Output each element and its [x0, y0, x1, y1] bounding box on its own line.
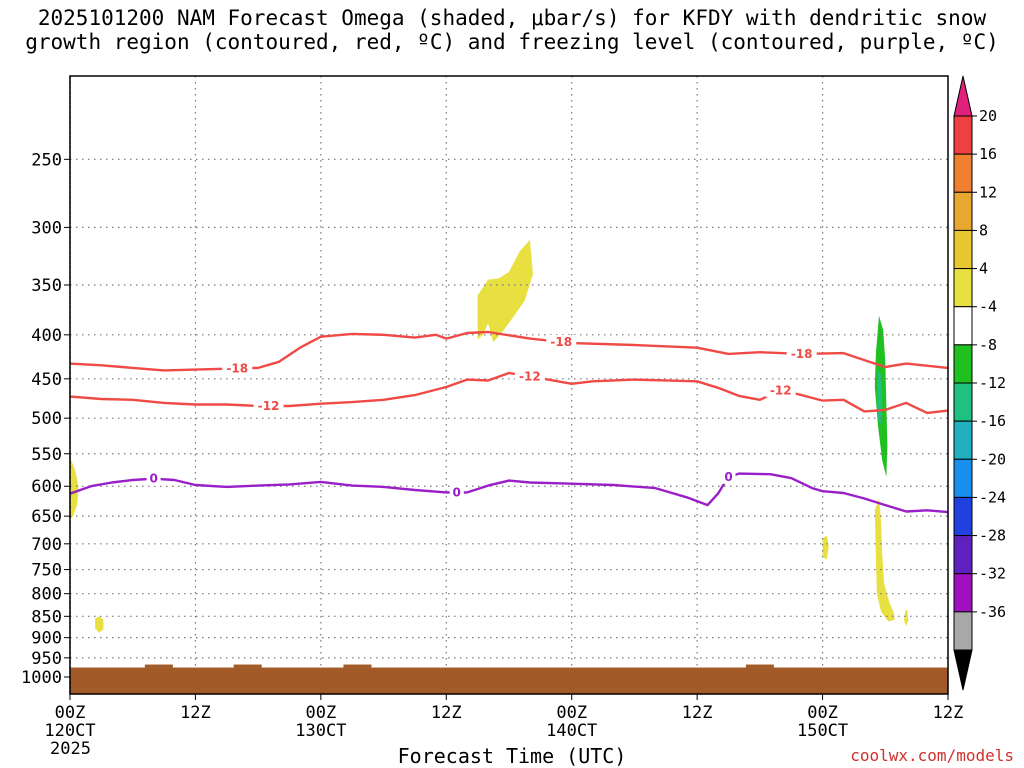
y-tick-label-11: 800	[31, 585, 62, 605]
colorbar-label-1: 16	[979, 145, 997, 163]
x-tick-label-6-1: 150CT	[797, 721, 848, 741]
y-tick-label-4: 450	[31, 370, 62, 390]
colorbar-label-6: -8	[979, 336, 997, 354]
contour-label-1-2: -12	[770, 383, 792, 397]
y-tick-label-3: 400	[31, 326, 62, 346]
omega-region-3	[822, 535, 829, 560]
colorbar-label-5: -4	[979, 298, 997, 316]
colorbar-label-13: -36	[979, 603, 1006, 621]
omega-region-2	[95, 616, 104, 633]
contour-label-0-1: -18	[550, 335, 572, 349]
x-tick-label-0-1: 120CT	[44, 721, 95, 741]
y-tick-label-6: 550	[31, 445, 62, 465]
colorbar-swatch-8	[953, 420, 973, 460]
colorbar-swatch-13	[953, 611, 973, 651]
omega-region-1	[70, 457, 79, 519]
x-tick-label-0-0: 00Z	[55, 703, 86, 723]
plot-frame	[69, 75, 949, 695]
x-tick-label-2-0: 00Z	[305, 703, 336, 723]
y-tick-label-10: 750	[31, 561, 62, 581]
x-axis-label: Forecast Time (UTC)	[397, 744, 627, 768]
contour-label-bg-0-0	[222, 361, 253, 376]
x-tick-label-4-1: 140CT	[546, 721, 597, 741]
colorbar-swatch-3	[953, 229, 973, 270]
colorbar-top-arrow	[953, 75, 973, 117]
y-tick-label-9: 700	[31, 535, 62, 555]
colorbar-swatch-5	[953, 306, 973, 346]
x-tick-label-7-0: 12Z	[933, 703, 964, 723]
omega-region-0	[477, 239, 533, 343]
terrain-fill	[70, 667, 948, 694]
y-tick-label-12: 850	[31, 607, 62, 627]
contour-label-2-0: 0	[149, 472, 157, 486]
terrain-bump-0	[144, 664, 173, 668]
colorbar-label-4: 4	[979, 260, 988, 278]
contour-label-bg-1-2	[765, 383, 796, 398]
contour-label-1-1: -12	[519, 369, 541, 383]
x-tick-label-5-0: 12Z	[682, 703, 713, 723]
contour-label-bg-0-2	[786, 346, 817, 361]
contour-line-2	[69, 472, 949, 514]
contour-label-bg-2-1	[449, 485, 464, 500]
colorbar-swatch-2	[953, 191, 973, 231]
colorbar-swatch-4	[953, 268, 973, 308]
colorbar-label-0: 20	[979, 107, 997, 125]
colorbar-label-10: -24	[979, 488, 1006, 506]
y-tick-label-0: 250	[31, 150, 62, 170]
contour-label-bg-1-1	[514, 369, 545, 384]
colorbar-swatch-12	[953, 573, 973, 613]
colorbar-swatch-7	[953, 382, 973, 422]
colorbar-swatch-1	[953, 153, 973, 193]
contour-label-1-0: -12	[258, 399, 280, 413]
x-tick-label-3-0: 12Z	[431, 703, 462, 723]
colorbar-swatch-10	[953, 496, 973, 537]
y-tick-label-5: 500	[31, 409, 62, 429]
contour-label-bg-1-0	[253, 399, 284, 414]
x-tick-label-6-0: 00Z	[807, 703, 838, 723]
colorbar-swatch-9	[953, 458, 973, 498]
terrain-bump-2	[343, 664, 372, 668]
contour-label-0-0: -18	[226, 361, 248, 375]
x-tick-label-2-1: 130CT	[295, 721, 346, 741]
contour-label-2-2: 0	[724, 470, 732, 484]
colorbar-label-3: 8	[979, 221, 988, 239]
y-tick-label-7: 600	[31, 477, 62, 497]
y-tick-label-13: 900	[31, 629, 62, 649]
contour-label-bg-0-1	[546, 335, 577, 350]
y-tick-label-2: 350	[31, 276, 62, 296]
x-tick-label-1-0: 12Z	[180, 703, 211, 723]
y-tick-label-14: 950	[31, 649, 62, 669]
colorbar-swatch-11	[953, 535, 973, 575]
terrain-bump-1	[233, 664, 262, 668]
colorbar-bottom-arrow	[953, 649, 973, 691]
chart-title: 2025101200 NAM Forecast Omega (shaded, μ…	[0, 6, 1024, 54]
terrain-bump-3	[745, 664, 774, 668]
contour-label-2-1: 0	[453, 485, 461, 499]
omega-region-4	[874, 498, 895, 622]
colorbar-label-2: 12	[979, 183, 997, 201]
y-tick-label-15: 1000	[21, 668, 62, 688]
chart-title-line-2: growth region (contoured, red, ºC) and f…	[25, 30, 999, 54]
colorbar-label-9: -20	[979, 450, 1006, 468]
colorbar-label-7: -12	[979, 374, 1006, 392]
contour-label-0-2: -18	[791, 347, 813, 361]
colorbar-label-11: -28	[979, 527, 1006, 545]
colorbar-label-12: -32	[979, 565, 1006, 583]
contour-label-bg-2-0	[146, 471, 161, 486]
x-tick-label-4-0: 00Z	[556, 703, 587, 723]
chart-title-line-1: 2025101200 NAM Forecast Omega (shaded, μ…	[37, 6, 987, 30]
y-tick-label-1: 300	[31, 218, 62, 238]
y-tick-label-8: 650	[31, 507, 62, 527]
colorbar-swatch-6	[953, 344, 973, 384]
contour-label-bg-2-2	[721, 469, 736, 484]
omega-region-7	[876, 370, 883, 426]
colorbar-label-8: -16	[979, 412, 1006, 430]
x-tick-label-0-2: 2025	[50, 739, 91, 759]
colorbar-swatch-0	[953, 115, 973, 155]
omega-region-5	[904, 609, 909, 626]
credit-link[interactable]: coolwx.com/models	[850, 746, 1014, 765]
